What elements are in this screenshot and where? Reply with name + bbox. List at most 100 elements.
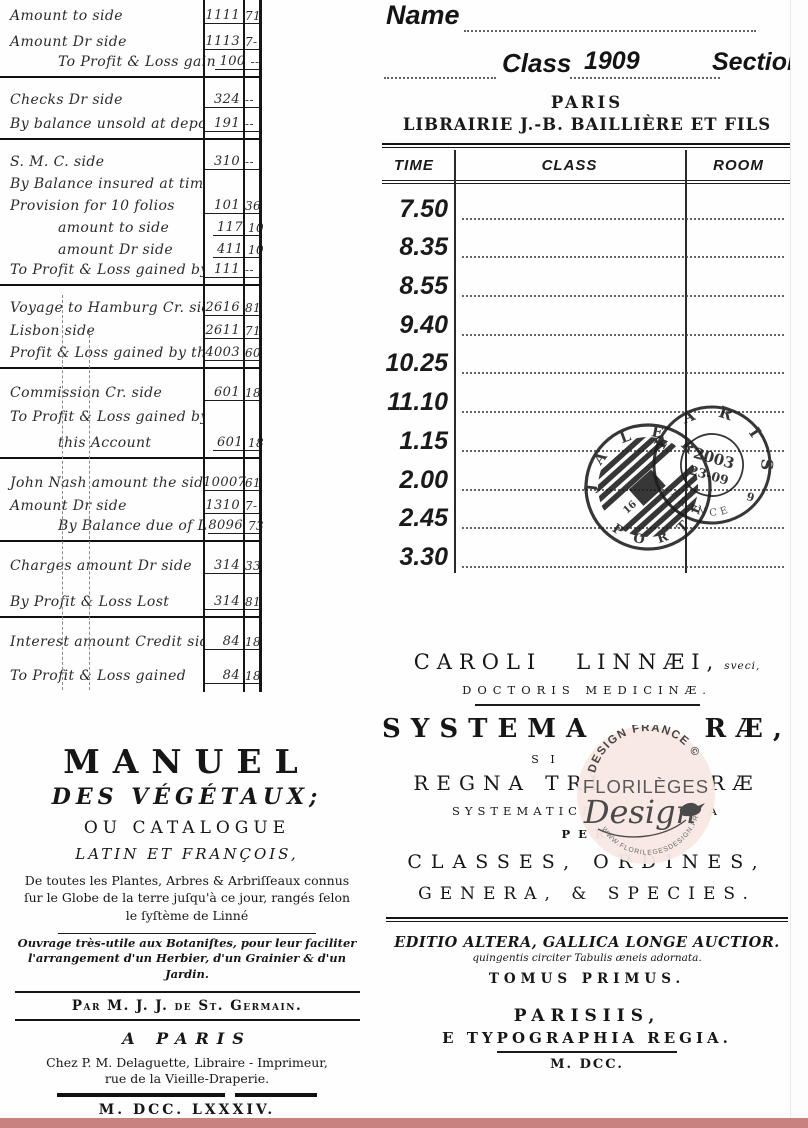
typographia-line: E TYPOGRAPHIA REGIA. <box>442 1029 732 1047</box>
ledger-cents: 18 <box>243 386 262 401</box>
ledger-amount: 84 <box>203 668 243 684</box>
manuel-latin-line: LATIN ET FRANÇOIS, <box>75 845 299 863</box>
year-dotted-line <box>570 77 720 79</box>
regna-right: RÆ <box>709 771 761 795</box>
section-label: Section <box>712 48 803 76</box>
double-rule <box>386 917 788 922</box>
ledger-cents: 7- <box>243 499 259 514</box>
ledger-row: Lisbon side 2611 71 <box>0 319 262 339</box>
tabulis-line: quingentis circiter Tabulis æneis adorna… <box>472 952 702 964</box>
ledger-cents: 36 <box>243 199 262 214</box>
ledger-amount: 111 <box>203 262 243 278</box>
rule <box>14 1019 360 1022</box>
table-top-rule <box>382 143 792 148</box>
ledger-row: amount Dr side 411 10 <box>0 238 264 258</box>
class-dotted-line <box>384 77 496 79</box>
watermark-logo: DESIGN FRANCE © FLORILÈGES Design WWW.FL… <box>577 725 715 864</box>
time-cell: 7.50 <box>399 194 448 223</box>
linnaeus-surname: LINNÆI, <box>576 650 721 674</box>
ledger-amount: 314 <box>203 594 243 610</box>
ledger-entry-text: amount Dr side <box>58 242 174 258</box>
name-dotted-line <box>464 30 756 32</box>
ledger-entry-text: To Profit & Loss gained <box>10 668 187 684</box>
ledger-cents: -- <box>243 93 259 108</box>
ledger-row: By Profit & Loss Lost 314 81 <box>0 590 262 618</box>
postmark-stamps: J A L E R P O R T E 16 P <box>566 396 793 561</box>
ledger-entry-text: By Balance due of L <box>58 518 208 534</box>
ledger-cents: 60 <box>243 346 262 361</box>
ledger-column-line <box>203 0 205 692</box>
ledger-entry-text: To Profit & Loss gained by this acct <box>10 262 203 278</box>
ledger-entry-text: S. M. C. side <box>10 154 105 170</box>
ledger-row: this Account 601 18 <box>0 431 264 459</box>
ledger-row: Provision for 10 folios 101 36 <box>0 194 262 214</box>
time-cell: 2.45 <box>399 504 448 533</box>
linnaeus-author: CAROLI <box>413 650 543 674</box>
ledger-dashed-guide <box>89 330 90 690</box>
ledger-row: Checks Dr side 324 -- <box>0 88 262 108</box>
ledger-amount: 411 <box>213 242 246 258</box>
ledger-entry-text: Voyage to Hamburg Cr. side <box>10 300 203 316</box>
ledger-amount: 10007 <box>203 475 247 491</box>
ledger-row: S. M. C. side 310 -- <box>0 150 262 170</box>
ledger-edge-line <box>259 0 262 692</box>
genera-line: GENERA, & SPECIES. <box>418 884 756 904</box>
watermark-brand: FLORILÈGES <box>583 776 709 797</box>
page-edge-strip <box>791 0 808 1118</box>
ledger-amount: 1113 <box>203 34 243 50</box>
rule <box>58 932 316 934</box>
ledger-entry-text: Provision for 10 folios <box>10 198 175 214</box>
timetable-row: 8.35 <box>382 225 792 264</box>
page-edge-line <box>790 0 791 1118</box>
ledger-cents: 18 <box>243 635 262 650</box>
manuel-imprint-line1: Chez P. M. Delaguette, Libraire - Imprim… <box>46 1055 328 1071</box>
rule <box>497 1051 677 1053</box>
ledger-cents: 71 <box>243 324 262 339</box>
ledger-row: To Profit & Loss gained by this acct 111… <box>0 258 262 286</box>
parisiis-line: PARISIIS, <box>513 1006 661 1026</box>
watermark-swash <box>597 819 687 838</box>
stamp-left-number: 16 <box>621 499 639 517</box>
timetable-row: 8.55 <box>382 263 792 302</box>
stamp-right-district: 9 <box>745 490 756 505</box>
linnaeus-degree: DOCTORIS MEDICINÆ. <box>462 683 712 697</box>
ledger-amount: 101 <box>203 198 243 214</box>
ledger-entry-text: this Account <box>58 435 152 451</box>
manuel-title-page: MANUEL DES VÉGÉTAUX; OU CATALOGUE LATIN … <box>0 742 374 1128</box>
time-cell: 11.10 <box>387 388 448 417</box>
table-column-divider <box>685 150 687 573</box>
watermark-script: Design <box>583 793 696 831</box>
ledger-entry-text: By balance unsold at depot <box>10 116 203 132</box>
ledger-entry-text: Checks Dr side <box>10 92 123 108</box>
manuel-imprint-line2: rue de la Vieille-Draperie. <box>104 1071 270 1087</box>
manuel-author: Par M. J. J. de St. Germain. <box>71 998 303 1015</box>
ledger-entry-text: John Nash amount the side <box>10 475 203 491</box>
ledger-cents: 81 <box>243 301 262 316</box>
class-label: Class <box>502 48 572 78</box>
ledger-entry-text: Amount Dr side <box>10 498 127 514</box>
ledger-entry-text: To Profit & Loss gained by <box>10 409 203 425</box>
ledger-entry-text: By Balance insured at time <box>10 176 203 192</box>
ledger-entry-text: Amount to side <box>10 8 123 24</box>
ledger-row: Interest amount Credit side 84 18 <box>0 630 262 650</box>
ledger-entry-text: Amount Dr side <box>10 34 127 50</box>
time-cell: 8.35 <box>399 233 448 262</box>
ledger-amount: 324 <box>203 92 243 108</box>
time-cell: 2.00 <box>399 465 448 494</box>
ledger-amount: 84 <box>203 634 243 650</box>
ledger-cents: 71 <box>243 9 262 24</box>
time-cell: 10.25 <box>385 349 448 378</box>
column-header-room: ROOM <box>685 150 792 184</box>
linnaeus-date: M. DCC. <box>550 1056 624 1072</box>
manuel-description: De toutes les Plantes, Arbres & Arbriſſe… <box>23 873 351 923</box>
watermark-circle <box>577 726 715 864</box>
ledger-cents: 81 <box>243 595 262 610</box>
ledger-row: Profit & Loss gained by this acct. 4003 … <box>0 341 262 369</box>
ledger-row: By balance unsold at depot 191 -- <box>0 112 262 140</box>
stamp-left-arc-bottom: P O R T E <box>606 493 715 561</box>
ledger-cents: -- <box>248 55 262 70</box>
linnaeus-origin: sveci, <box>724 660 761 672</box>
ledger-row: John Nash amount the side 10007 61 <box>0 471 262 491</box>
postmark-stamp-right: P A R I S FRANCE 2003 23-09 9 <box>649 396 792 526</box>
